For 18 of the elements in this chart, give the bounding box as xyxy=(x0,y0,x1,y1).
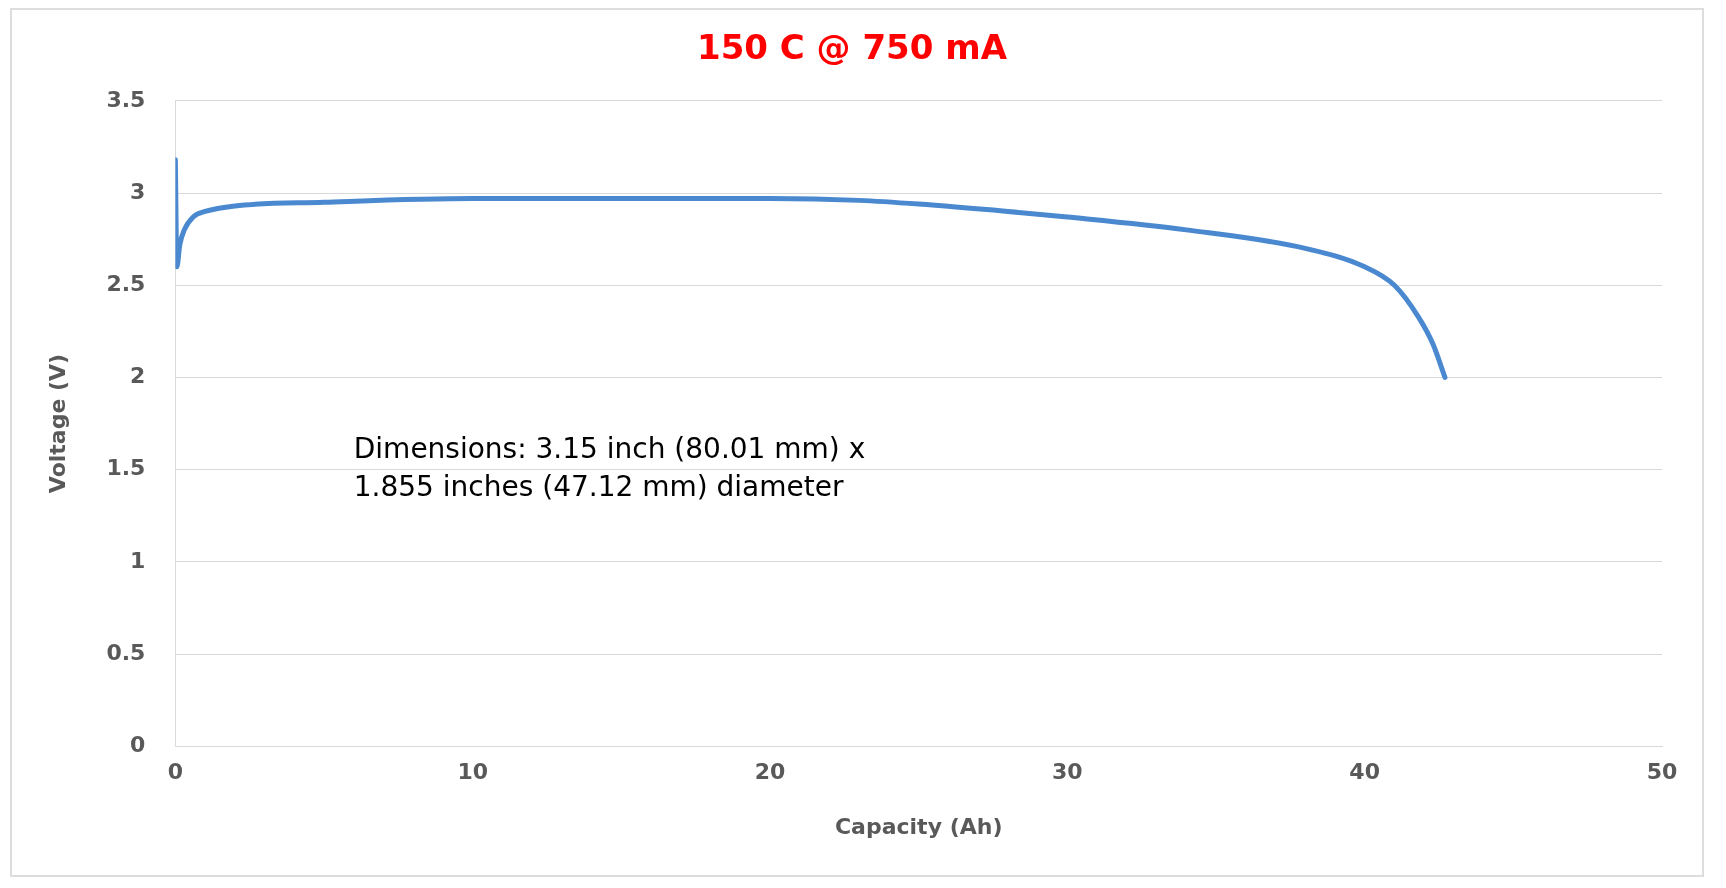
y-tick-label: 0 xyxy=(130,731,146,757)
x-tick-label: 50 xyxy=(1646,759,1678,785)
y-tick-label: 3.5 xyxy=(106,86,146,112)
annotation: Dimensions: 3.15 inch (80.01 mm) x 1.855 inches (47.12 mm) diameter xyxy=(353,431,866,503)
chart-title: 150 C @ 750 mA xyxy=(697,27,1008,68)
y-tick-label: 0.5 xyxy=(106,639,146,665)
x-tick-label: 10 xyxy=(457,759,489,785)
y-tick-label: 1.5 xyxy=(106,455,146,481)
y-axis-title: Voltage (V) xyxy=(44,353,70,494)
y-tick-label: 3 xyxy=(130,178,146,204)
x-tick-label: 20 xyxy=(754,759,786,785)
y-tick-label: 2.5 xyxy=(106,270,146,296)
y-tick-label: 1 xyxy=(130,547,146,573)
y-tick-label: 2 xyxy=(130,363,146,389)
x-tick-label: 30 xyxy=(1052,759,1083,785)
x-tick-label: 40 xyxy=(1349,759,1380,785)
x-tick-label: 0 xyxy=(167,759,184,785)
x-axis-title: Capacity (Ah) xyxy=(834,813,1003,839)
